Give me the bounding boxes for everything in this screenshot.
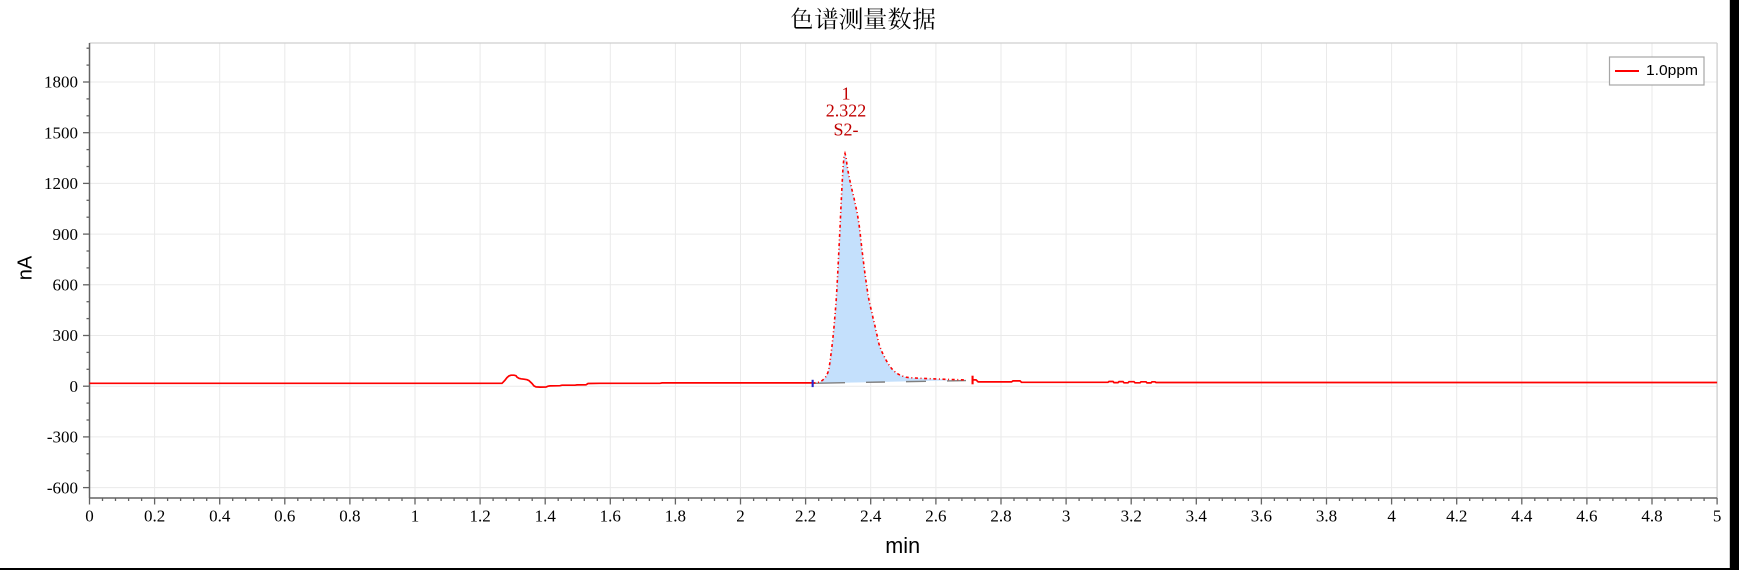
svg-text:nA: nA xyxy=(15,255,37,280)
svg-text:2.6: 2.6 xyxy=(925,506,946,525)
svg-text:4.6: 4.6 xyxy=(1576,506,1597,525)
svg-text:1: 1 xyxy=(411,506,420,525)
svg-text:3.8: 3.8 xyxy=(1316,506,1337,525)
svg-text:300: 300 xyxy=(53,326,79,345)
svg-text:1.2: 1.2 xyxy=(469,506,490,525)
svg-text:1200: 1200 xyxy=(44,174,78,193)
svg-text:3.6: 3.6 xyxy=(1251,506,1272,525)
svg-text:4.8: 4.8 xyxy=(1641,506,1662,525)
svg-text:0.2: 0.2 xyxy=(144,506,165,525)
svg-text:900: 900 xyxy=(53,225,79,244)
svg-text:0: 0 xyxy=(70,377,79,396)
svg-text:1.6: 1.6 xyxy=(600,506,621,525)
svg-text:-300: -300 xyxy=(47,428,78,447)
svg-text:1: 1 xyxy=(842,84,851,104)
svg-text:2.4: 2.4 xyxy=(860,506,882,525)
svg-text:1.0ppm: 1.0ppm xyxy=(1646,62,1698,79)
svg-text:S2-: S2- xyxy=(833,119,858,139)
svg-text:0.4: 0.4 xyxy=(209,506,231,525)
svg-text:1.4: 1.4 xyxy=(535,506,557,525)
svg-text:1800: 1800 xyxy=(44,73,78,92)
svg-text:min: min xyxy=(885,533,920,558)
svg-text:0: 0 xyxy=(85,506,94,525)
svg-text:1500: 1500 xyxy=(44,123,78,142)
svg-text:-600: -600 xyxy=(47,478,78,497)
svg-text:4.4: 4.4 xyxy=(1511,506,1533,525)
svg-text:3.4: 3.4 xyxy=(1186,506,1208,525)
svg-text:2: 2 xyxy=(736,506,745,525)
svg-text:5: 5 xyxy=(1713,506,1722,525)
svg-text:2.8: 2.8 xyxy=(990,506,1011,525)
svg-text:4.2: 4.2 xyxy=(1446,506,1467,525)
svg-text:600: 600 xyxy=(53,276,79,295)
svg-text:4: 4 xyxy=(1387,506,1396,525)
svg-text:3.2: 3.2 xyxy=(1121,506,1142,525)
svg-text:3: 3 xyxy=(1062,506,1071,525)
svg-text:2.2: 2.2 xyxy=(795,506,816,525)
svg-text:1.8: 1.8 xyxy=(665,506,686,525)
svg-text:2.322: 2.322 xyxy=(826,101,867,121)
svg-text:0.8: 0.8 xyxy=(339,506,360,525)
svg-text:0.6: 0.6 xyxy=(274,506,295,525)
